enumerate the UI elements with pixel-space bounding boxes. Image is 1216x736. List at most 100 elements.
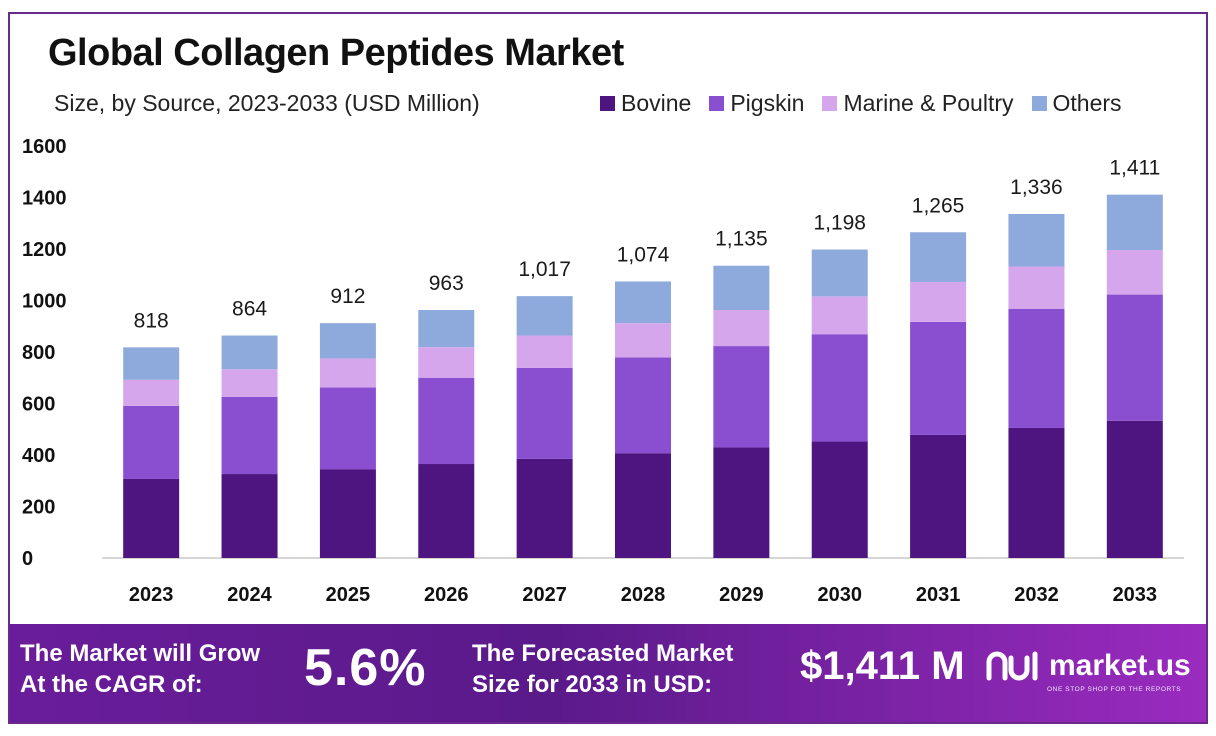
summary-banner: The Market will Grow At the CAGR of: 5.6… bbox=[10, 624, 1206, 722]
bar-segment-bovine-2033 bbox=[1106, 420, 1163, 558]
bar-segment-marine-poultry-2026 bbox=[418, 347, 475, 378]
legend-item-pigskin: Pigskin bbox=[709, 90, 804, 117]
y-tick-label: 400 bbox=[22, 445, 55, 467]
legend-label-others: Others bbox=[1052, 90, 1122, 116]
bar-segment-others-2031 bbox=[910, 232, 967, 282]
y-tick-label: 1200 bbox=[22, 239, 67, 261]
total-value-label: 864 bbox=[232, 298, 267, 321]
bar-segment-bovine-2029 bbox=[713, 447, 770, 558]
bar-segment-pigskin-2024 bbox=[221, 396, 278, 475]
total-value-label: 1,265 bbox=[912, 194, 965, 217]
forecast-value: $1,411 M bbox=[800, 644, 965, 688]
bar-segment-others-2030 bbox=[811, 249, 868, 297]
bar-segment-pigskin-2031 bbox=[910, 321, 967, 435]
total-value-label: 963 bbox=[429, 272, 464, 295]
legend-swatch-pigskin bbox=[709, 96, 725, 111]
bar-segment-bovine-2031 bbox=[910, 434, 967, 558]
market-us-logo-icon bbox=[986, 651, 1038, 681]
bar-segment-bovine-2030 bbox=[811, 441, 868, 558]
bar-segment-bovine-2032 bbox=[1008, 427, 1065, 558]
bar-segment-others-2023 bbox=[123, 347, 180, 380]
bar-segment-marine-poultry-2025 bbox=[319, 358, 376, 388]
bar-segment-others-2026 bbox=[418, 310, 475, 348]
forecast-label: The Forecasted Market Size for 2033 in U… bbox=[472, 640, 734, 698]
bar-segment-bovine-2026 bbox=[418, 464, 475, 558]
cagr-label: The Market will Grow At the CAGR of: bbox=[20, 640, 261, 698]
legend: Bovine Pigskin Marine & Poultry Others bbox=[600, 90, 1122, 117]
x-tick-label: 2023 bbox=[129, 584, 174, 606]
bar-segment-pigskin-2032 bbox=[1008, 308, 1065, 428]
bar-segment-others-2033 bbox=[1106, 194, 1163, 251]
bar-segment-others-2028 bbox=[615, 281, 671, 324]
y-tick-label: 600 bbox=[22, 394, 55, 416]
bar-segment-marine-poultry-2024 bbox=[221, 369, 278, 397]
bar-segment-bovine-2024 bbox=[221, 474, 278, 558]
bar-segment-marine-poultry-2032 bbox=[1008, 266, 1065, 309]
bar-segment-others-2032 bbox=[1008, 213, 1065, 267]
bar-segment-pigskin-2027 bbox=[516, 367, 573, 459]
y-tick-label: 200 bbox=[22, 497, 55, 519]
bar-segment-pigskin-2026 bbox=[418, 377, 475, 465]
x-tick-label: 2026 bbox=[424, 584, 469, 606]
bar-segment-bovine-2023 bbox=[123, 478, 180, 558]
bar-segment-others-2029 bbox=[713, 265, 770, 311]
bar-segment-others-2027 bbox=[516, 296, 573, 336]
bar-segment-marine-poultry-2030 bbox=[811, 296, 868, 335]
x-tick-label: 2029 bbox=[719, 584, 764, 606]
stacked-bar-chart: 0 200 400 600 800 1000 1200 1400 1600 818 2023 864 2… bbox=[22, 136, 1184, 606]
chart-title: Global Collagen Peptides Market bbox=[48, 32, 624, 74]
legend-item-marine: Marine & Poultry bbox=[822, 90, 1014, 117]
bar-segment-bovine-2027 bbox=[516, 458, 573, 558]
legend-label-pigskin: Pigskin bbox=[730, 90, 805, 116]
x-tick-label: 2025 bbox=[326, 584, 371, 606]
total-value-label: 1,074 bbox=[617, 243, 670, 266]
chart-frame: Global Collagen Peptides Market Size, by… bbox=[8, 12, 1208, 724]
total-value-label: 1,135 bbox=[715, 228, 768, 251]
x-tick-label: 2028 bbox=[621, 584, 666, 606]
bar-segment-marine-poultry-2027 bbox=[516, 335, 573, 368]
x-tick-label: 2027 bbox=[522, 584, 567, 606]
total-value-label: 912 bbox=[330, 285, 365, 308]
bar-segment-bovine-2025 bbox=[319, 469, 376, 558]
brand-logo: market.us ONE STOP SHOP FOR THE REPORTS bbox=[985, 648, 1191, 693]
bar-segment-marine-poultry-2029 bbox=[713, 310, 770, 347]
y-tick-label: 1000 bbox=[22, 291, 67, 313]
bar-segment-marine-poultry-2033 bbox=[1106, 250, 1163, 295]
x-tick-label: 2024 bbox=[227, 584, 272, 606]
x-tick-label: 2032 bbox=[1014, 584, 1059, 606]
total-value-label: 1,336 bbox=[1010, 176, 1063, 199]
legend-item-others: Others bbox=[1031, 90, 1122, 117]
bar-segment-marine-poultry-2023 bbox=[123, 379, 180, 406]
y-tick-label: 0 bbox=[22, 548, 33, 570]
total-value-label: 818 bbox=[134, 309, 169, 332]
legend-swatch-marine bbox=[822, 96, 838, 111]
legend-label-bovine: Bovine bbox=[621, 90, 692, 116]
x-tick-label: 2033 bbox=[1113, 584, 1158, 606]
legend-label-marine: Marine & Poultry bbox=[843, 90, 1014, 116]
bar-segment-pigskin-2029 bbox=[713, 346, 770, 448]
brand-tagline: ONE STOP SHOP FOR THE REPORTS bbox=[1047, 686, 1182, 693]
bar-segment-others-2025 bbox=[319, 323, 376, 359]
legend-item-bovine: Bovine bbox=[600, 90, 691, 117]
bar-segment-pigskin-2023 bbox=[123, 405, 180, 479]
legend-swatch-bovine bbox=[600, 96, 615, 111]
y-tick-label: 1400 bbox=[22, 188, 67, 210]
y-tick-label: 1600 bbox=[22, 136, 67, 158]
bar-segment-pigskin-2033 bbox=[1106, 294, 1163, 421]
bar-segment-marine-poultry-2028 bbox=[615, 323, 671, 358]
total-value-label: 1,198 bbox=[813, 212, 866, 235]
cagr-value: 5.6% bbox=[304, 639, 427, 697]
x-tick-label: 2030 bbox=[817, 584, 862, 606]
bar-segment-marine-poultry-2031 bbox=[910, 281, 967, 322]
bar-segment-pigskin-2025 bbox=[319, 387, 376, 470]
legend-swatch-others bbox=[1031, 96, 1047, 111]
bar-segment-pigskin-2030 bbox=[811, 334, 868, 442]
bar-segment-bovine-2028 bbox=[615, 453, 671, 558]
chart-subtitle: Size, by Source, 2023-2033 (USD Million) bbox=[54, 90, 480, 116]
total-value-label: 1,017 bbox=[518, 258, 571, 281]
x-tick-label: 2031 bbox=[916, 584, 961, 606]
total-value-label: 1,411 bbox=[1109, 157, 1160, 180]
y-tick-label: 800 bbox=[22, 342, 55, 364]
bar-segment-others-2024 bbox=[221, 335, 278, 370]
brand-name: market.us bbox=[1049, 649, 1191, 682]
